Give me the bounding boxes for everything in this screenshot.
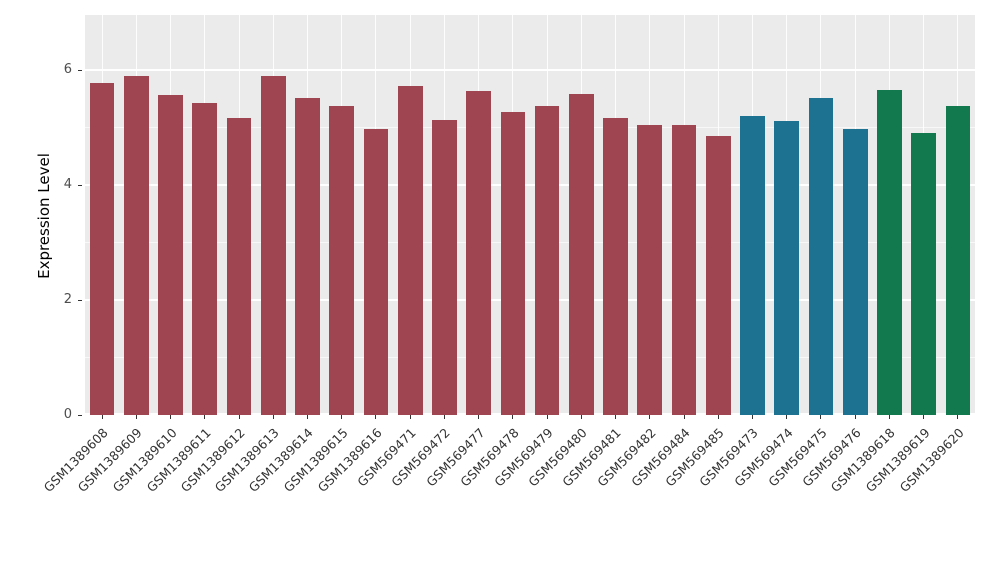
bar: [89, 82, 115, 415]
x-tick-mark: [683, 415, 685, 419]
bar: [705, 136, 731, 415]
bar: [124, 75, 149, 415]
minor-gridline: [85, 127, 975, 129]
x-tick-mark: [717, 415, 719, 419]
bar: [466, 91, 491, 415]
plot-panel: [85, 15, 975, 415]
bar: [637, 124, 663, 415]
y-tick-mark: [78, 184, 82, 186]
bar: [569, 94, 594, 415]
bar: [877, 90, 902, 415]
x-tick-mark: [580, 415, 582, 419]
major-gridline: [85, 69, 975, 72]
bar: [158, 94, 183, 415]
bar: [808, 97, 834, 415]
x-axis-labels: GSM1389608 GSM1389609 GSM1389610 GSM1389611…: [41, 415, 975, 571]
x-tick-mark: [375, 415, 377, 419]
x-tick-mark: [307, 415, 308, 419]
bar: [842, 129, 868, 415]
x-tick-mark: [478, 415, 480, 419]
x-tick-mark: [854, 415, 856, 419]
bar: [603, 117, 628, 415]
bar: [295, 97, 320, 415]
x-tick-mark: [888, 415, 890, 419]
bar: [500, 112, 526, 415]
bar: [945, 106, 971, 415]
bar: [740, 116, 765, 415]
y-tick-mark: [78, 414, 82, 416]
y-tick-mark: [78, 69, 82, 71]
y-tick-mark: [78, 299, 82, 301]
x-tick-mark: [786, 415, 788, 419]
x-tick-mark: [272, 415, 274, 419]
x-tick-mark: [546, 415, 548, 419]
major-gridline: [85, 184, 975, 187]
bar: [774, 120, 800, 415]
x-tick-mark: [238, 415, 240, 419]
x-tick-mark: [512, 415, 514, 419]
minor-gridline: [85, 242, 975, 244]
major-gridline: [85, 413, 975, 415]
major-gridline: [85, 299, 975, 302]
x-tick-mark: [615, 415, 617, 419]
bar: [329, 105, 355, 415]
x-tick-mark: [443, 415, 445, 419]
y-tick-label: 4: [63, 177, 72, 193]
x-tick-mark: [752, 415, 753, 419]
bar: [911, 133, 936, 415]
x-tick-mark: [957, 415, 959, 419]
x-tick-mark: [649, 415, 651, 419]
bar: [671, 124, 697, 415]
bar: [226, 117, 252, 415]
x-tick-mark: [923, 415, 925, 419]
y-tick-label: 0: [63, 407, 72, 422]
x-tick-mark: [101, 415, 103, 419]
y-axis: 0 2 4 6: [0, 15, 85, 422]
bar: [534, 105, 560, 415]
bar: [260, 75, 286, 415]
x-tick-mark: [341, 415, 343, 419]
y-tick-label: 2: [63, 292, 72, 308]
bar: [363, 129, 389, 415]
x-tick-mark: [170, 415, 172, 419]
x-tick-mark: [204, 415, 206, 419]
x-tick-mark: [135, 415, 137, 419]
bar: [192, 102, 218, 415]
x-tick-mark: [820, 415, 822, 419]
minor-gridline: [85, 357, 975, 359]
x-tick-mark: [409, 415, 411, 419]
bar: [432, 120, 457, 415]
y-tick-label: 6: [63, 62, 72, 78]
bar: [397, 86, 423, 415]
